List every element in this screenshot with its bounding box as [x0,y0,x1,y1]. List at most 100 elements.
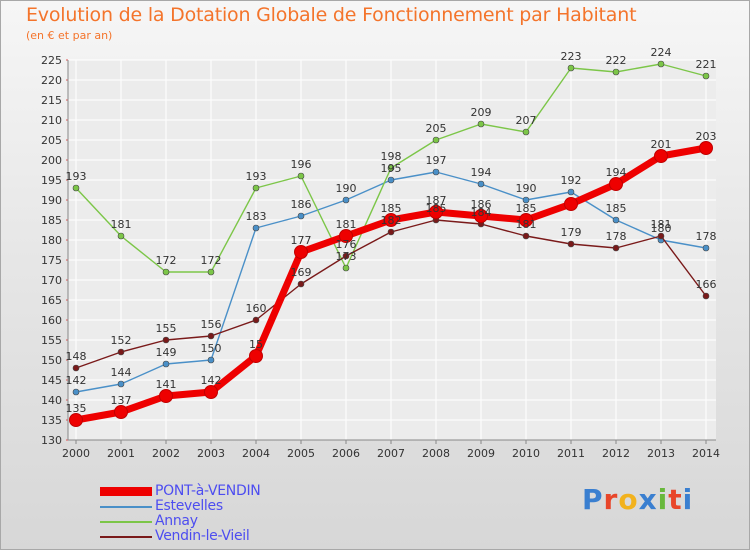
x-tick-label: 2005 [287,447,315,460]
data-point [204,385,218,399]
legend-entry-estevelles: Estevelles [100,498,320,514]
data-point [612,244,620,252]
data-label: 203 [696,130,717,143]
data-label: 182 [381,214,402,227]
data-label: 190 [516,182,537,195]
data-label: 193 [66,170,87,183]
data-label: 178 [606,230,627,243]
data-label: 224 [651,46,672,59]
x-tick-label: 2003 [197,447,225,460]
data-label: 15 [249,338,263,351]
data-label: 221 [696,58,717,71]
data-point [207,332,215,340]
legend-entry-annay: Annay [100,513,320,529]
data-label: 166 [696,278,717,291]
legend-entry-vendin-le-vieil: Vendin-le-Vieil [100,528,320,544]
data-point [114,405,128,419]
data-point [522,128,530,136]
data-point [342,252,350,260]
data-point [72,184,80,192]
data-label: 181 [111,218,132,231]
x-tick-label: 2006 [332,447,360,460]
x-tick-label: 2014 [692,447,720,460]
data-label: 176 [336,238,357,251]
y-tick-label: 205 [41,134,62,147]
data-label: 169 [291,266,312,279]
chart-legend: PONT-à-VENDIN Estevelles Annay Vendin-le… [100,483,320,544]
data-point [567,64,575,72]
legend-label: Estevelles [155,498,223,514]
data-label: 142 [201,374,222,387]
data-point [567,188,575,196]
data-label: 181 [651,218,672,231]
y-tick-label: 220 [41,74,62,87]
data-point [474,209,488,223]
data-label: 223 [561,50,582,63]
data-point [72,364,80,372]
data-label: 177 [291,234,312,247]
data-point [252,316,260,324]
data-label: 185 [606,202,627,215]
y-tick-label: 175 [41,254,62,267]
data-point [612,216,620,224]
y-tick-label: 165 [41,294,62,307]
data-label: 141 [156,378,177,391]
data-label: 201 [651,138,672,151]
x-tick-label: 2012 [602,447,630,460]
x-tick-label: 2000 [62,447,90,460]
data-point [159,389,173,403]
y-tick-label: 150 [41,354,62,367]
y-tick-label: 215 [41,94,62,107]
y-tick-label: 225 [41,54,62,67]
legend-swatch [100,521,152,523]
x-tick-label: 2010 [512,447,540,460]
proxiti-logo: Proxiti [582,483,693,516]
data-point [654,149,668,163]
y-tick-label: 195 [41,174,62,187]
data-point [162,268,170,276]
data-point [387,228,395,236]
y-tick-label: 130 [41,434,62,447]
data-point [609,177,623,191]
data-point [339,229,353,243]
legend-label: Vendin-le-Vieil [155,528,250,544]
x-tick-label: 2002 [152,447,180,460]
data-point [564,197,578,211]
data-label: 149 [156,346,177,359]
data-point [297,280,305,288]
data-point [162,336,170,344]
data-label: 197 [426,154,447,167]
data-point [567,240,575,248]
data-point [384,213,398,227]
y-tick-label: 170 [41,274,62,287]
data-point [69,413,83,427]
y-tick-label: 190 [41,194,62,207]
data-point [117,380,125,388]
data-label: 181 [516,218,537,231]
data-point [207,268,215,276]
data-label: 185 [381,202,402,215]
data-label: 186 [291,198,312,211]
data-point [252,224,260,232]
data-point [702,244,710,252]
x-tick-label: 2001 [107,447,135,460]
data-label: 160 [246,302,267,315]
data-label: 185 [516,202,537,215]
data-label: 185 [426,202,447,215]
logo-letter: i [657,483,669,516]
data-label: 150 [201,342,222,355]
data-label: 207 [516,114,537,127]
data-point [657,60,665,68]
data-label: 222 [606,54,627,67]
data-point [522,196,530,204]
data-point [297,172,305,180]
data-label: 193 [246,170,267,183]
legend-label: PONT-à-VENDIN [155,483,261,499]
data-label: 187 [426,194,447,207]
data-label: 178 [696,230,717,243]
data-point [519,213,533,227]
data-label: 172 [156,254,177,267]
data-point [612,68,620,76]
data-label: 184 [471,206,492,219]
